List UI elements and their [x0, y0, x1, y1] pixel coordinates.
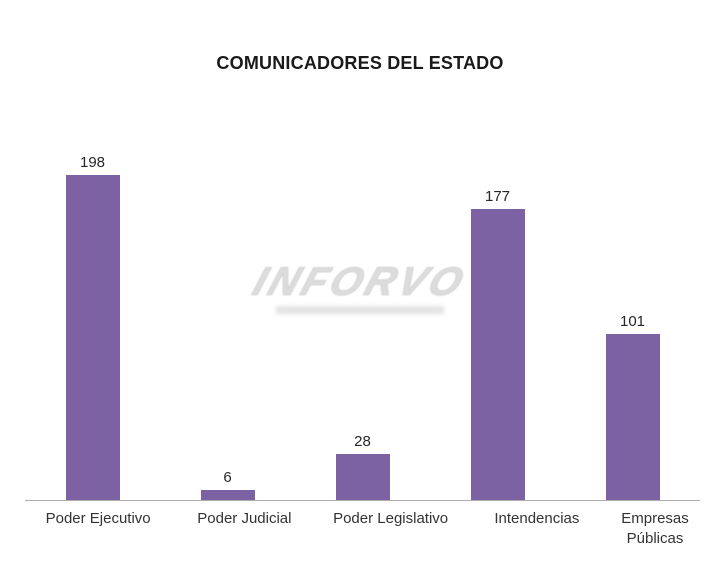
- x-axis-label: Poder Legislativo: [333, 510, 449, 527]
- x-axis-label: Empresas Públicas: [621, 510, 689, 548]
- bar-group: 198: [25, 150, 160, 500]
- chart-title: COMUNICADORES DEL ESTADO: [216, 53, 504, 73]
- bar: [470, 209, 525, 500]
- x-axis-label: Intendencias: [494, 510, 580, 527]
- bar-group: 177: [430, 150, 565, 500]
- bar: [335, 454, 390, 500]
- bar-group: 28: [295, 150, 430, 500]
- x-axis-line: [25, 500, 700, 501]
- bar-group: 101: [565, 150, 700, 500]
- x-axis-label: Poder Judicial: [197, 510, 292, 527]
- bar-value-label: 6: [223, 468, 232, 486]
- bar-value-label: 28: [354, 432, 371, 450]
- x-axis-labels-row: Poder Ejecutivo Poder Judicial Poder Legis…: [25, 509, 700, 550]
- plot-area: 198 6 28 177 101 Poder Ejecutivo Poder Judici…: [25, 150, 700, 547]
- bar: [605, 334, 660, 500]
- bar-value-label: 177: [484, 187, 511, 205]
- bar-group: 6: [160, 150, 295, 500]
- bars-row: 198 6 28 177 101: [25, 150, 700, 500]
- bar-value-label: 101: [619, 312, 646, 330]
- bar: [200, 490, 255, 500]
- bar: [65, 175, 120, 500]
- x-axis-label: Poder Ejecutivo: [45, 510, 151, 527]
- bar-value-label: 198: [79, 153, 106, 171]
